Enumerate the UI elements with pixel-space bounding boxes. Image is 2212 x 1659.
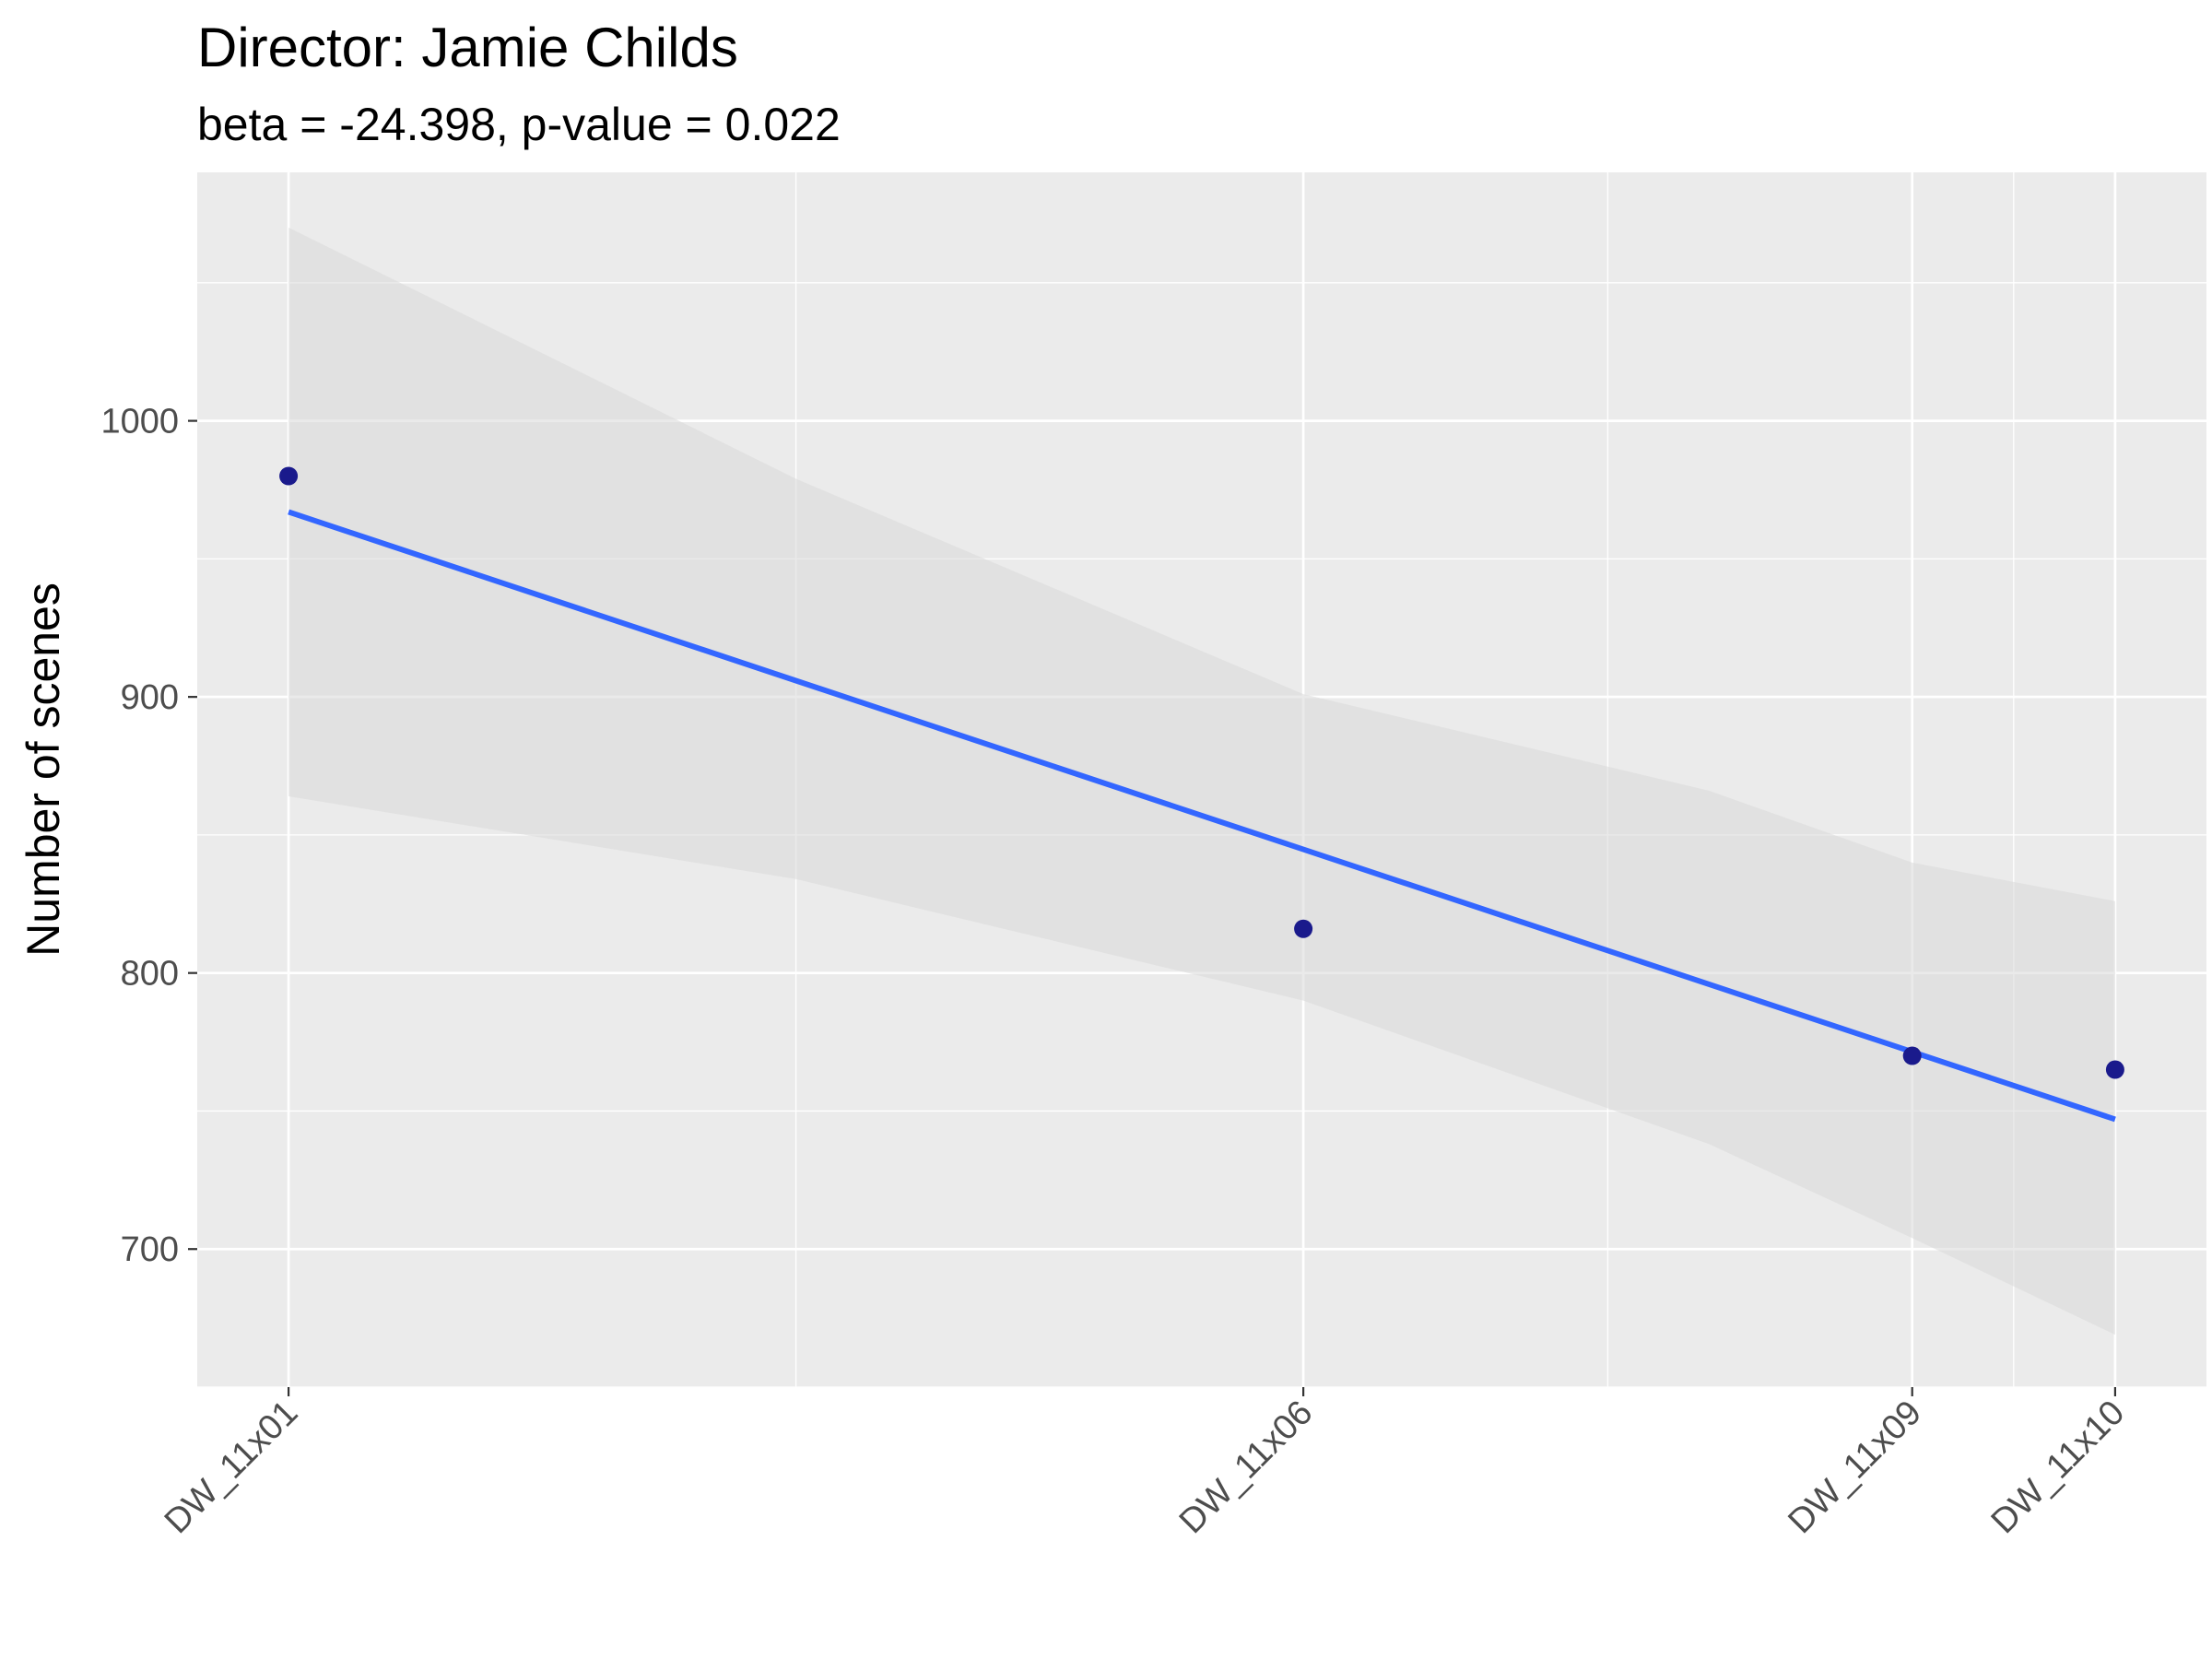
x-tick-label: DW_11x01 [158, 1394, 306, 1542]
x-tick-label: DW_11x09 [1781, 1394, 1929, 1542]
x-tick-label: DW_11x10 [1984, 1394, 2133, 1542]
y-axis-title: Number of scenes [18, 582, 69, 957]
regression-line [288, 509, 2116, 1123]
data-points [279, 466, 2124, 1079]
y-tick-label: 800 [121, 955, 179, 994]
data-point [1902, 1046, 1922, 1065]
chart-title: Director: Jamie Childs [197, 17, 738, 78]
x-axis-ticks: DW_11x01 DW_11x06 DW_11x09 DW_11x10 [158, 1387, 2132, 1541]
y-tick-label: 700 [121, 1230, 179, 1269]
y-tick-label: 900 [121, 678, 179, 717]
chart-subtitle: beta = -24.398, p-value = 0.022 [197, 99, 841, 150]
x-tick-label: DW_11x06 [1172, 1394, 1321, 1542]
y-tick-label: 1000 [100, 403, 179, 441]
y-axis-ticks: 700 800 900 1000 [100, 403, 197, 1269]
confidence-band [288, 227, 2115, 1335]
data-point [2105, 1060, 2124, 1079]
data-point [279, 466, 299, 486]
data-point [1294, 919, 1313, 938]
